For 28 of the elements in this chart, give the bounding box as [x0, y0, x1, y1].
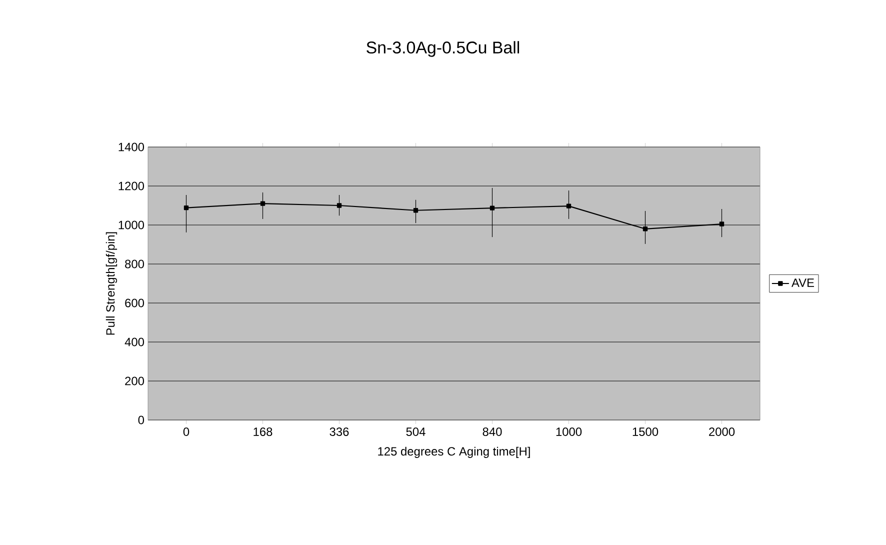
y-tick-label: 400 [124, 338, 144, 346]
x-tick-label: 168 [254, 428, 272, 436]
y-tick-label: 1000 [118, 220, 144, 230]
point [336, 203, 342, 208]
x-axis-title: 125 degrees C Aging time[H] [378, 446, 530, 458]
point [413, 208, 418, 213]
y-tick-label: 1200 [118, 182, 144, 190]
y-tick-label: 600 [125, 298, 144, 308]
x-tick-label: 1000 [556, 428, 582, 436]
y-tick-label: 1400 [118, 142, 144, 152]
point [642, 226, 648, 232]
x-tick-label: 504 [406, 428, 426, 436]
x-tick-label: 2000 [709, 428, 735, 436]
point [566, 204, 572, 208]
y-tick-label: 800 [125, 260, 144, 268]
x-tick-label: 0 [183, 428, 190, 436]
x-tick-label: 1500 [632, 428, 658, 436]
point [260, 201, 266, 206]
x-tick-label: 840 [482, 428, 502, 436]
chart-title: Sn-3.0Ag-0.5Cu Ball [366, 41, 520, 57]
point [490, 206, 495, 210]
y-tick-label: 0 [138, 416, 144, 424]
legend-label: AVE [791, 278, 814, 287]
x-tick-label: 336 [330, 428, 349, 436]
point [719, 222, 724, 226]
y-axis-title: Pull Strength[gf/pin] [106, 232, 118, 335]
y-tick-label: 200 [125, 376, 144, 386]
point [184, 205, 189, 210]
